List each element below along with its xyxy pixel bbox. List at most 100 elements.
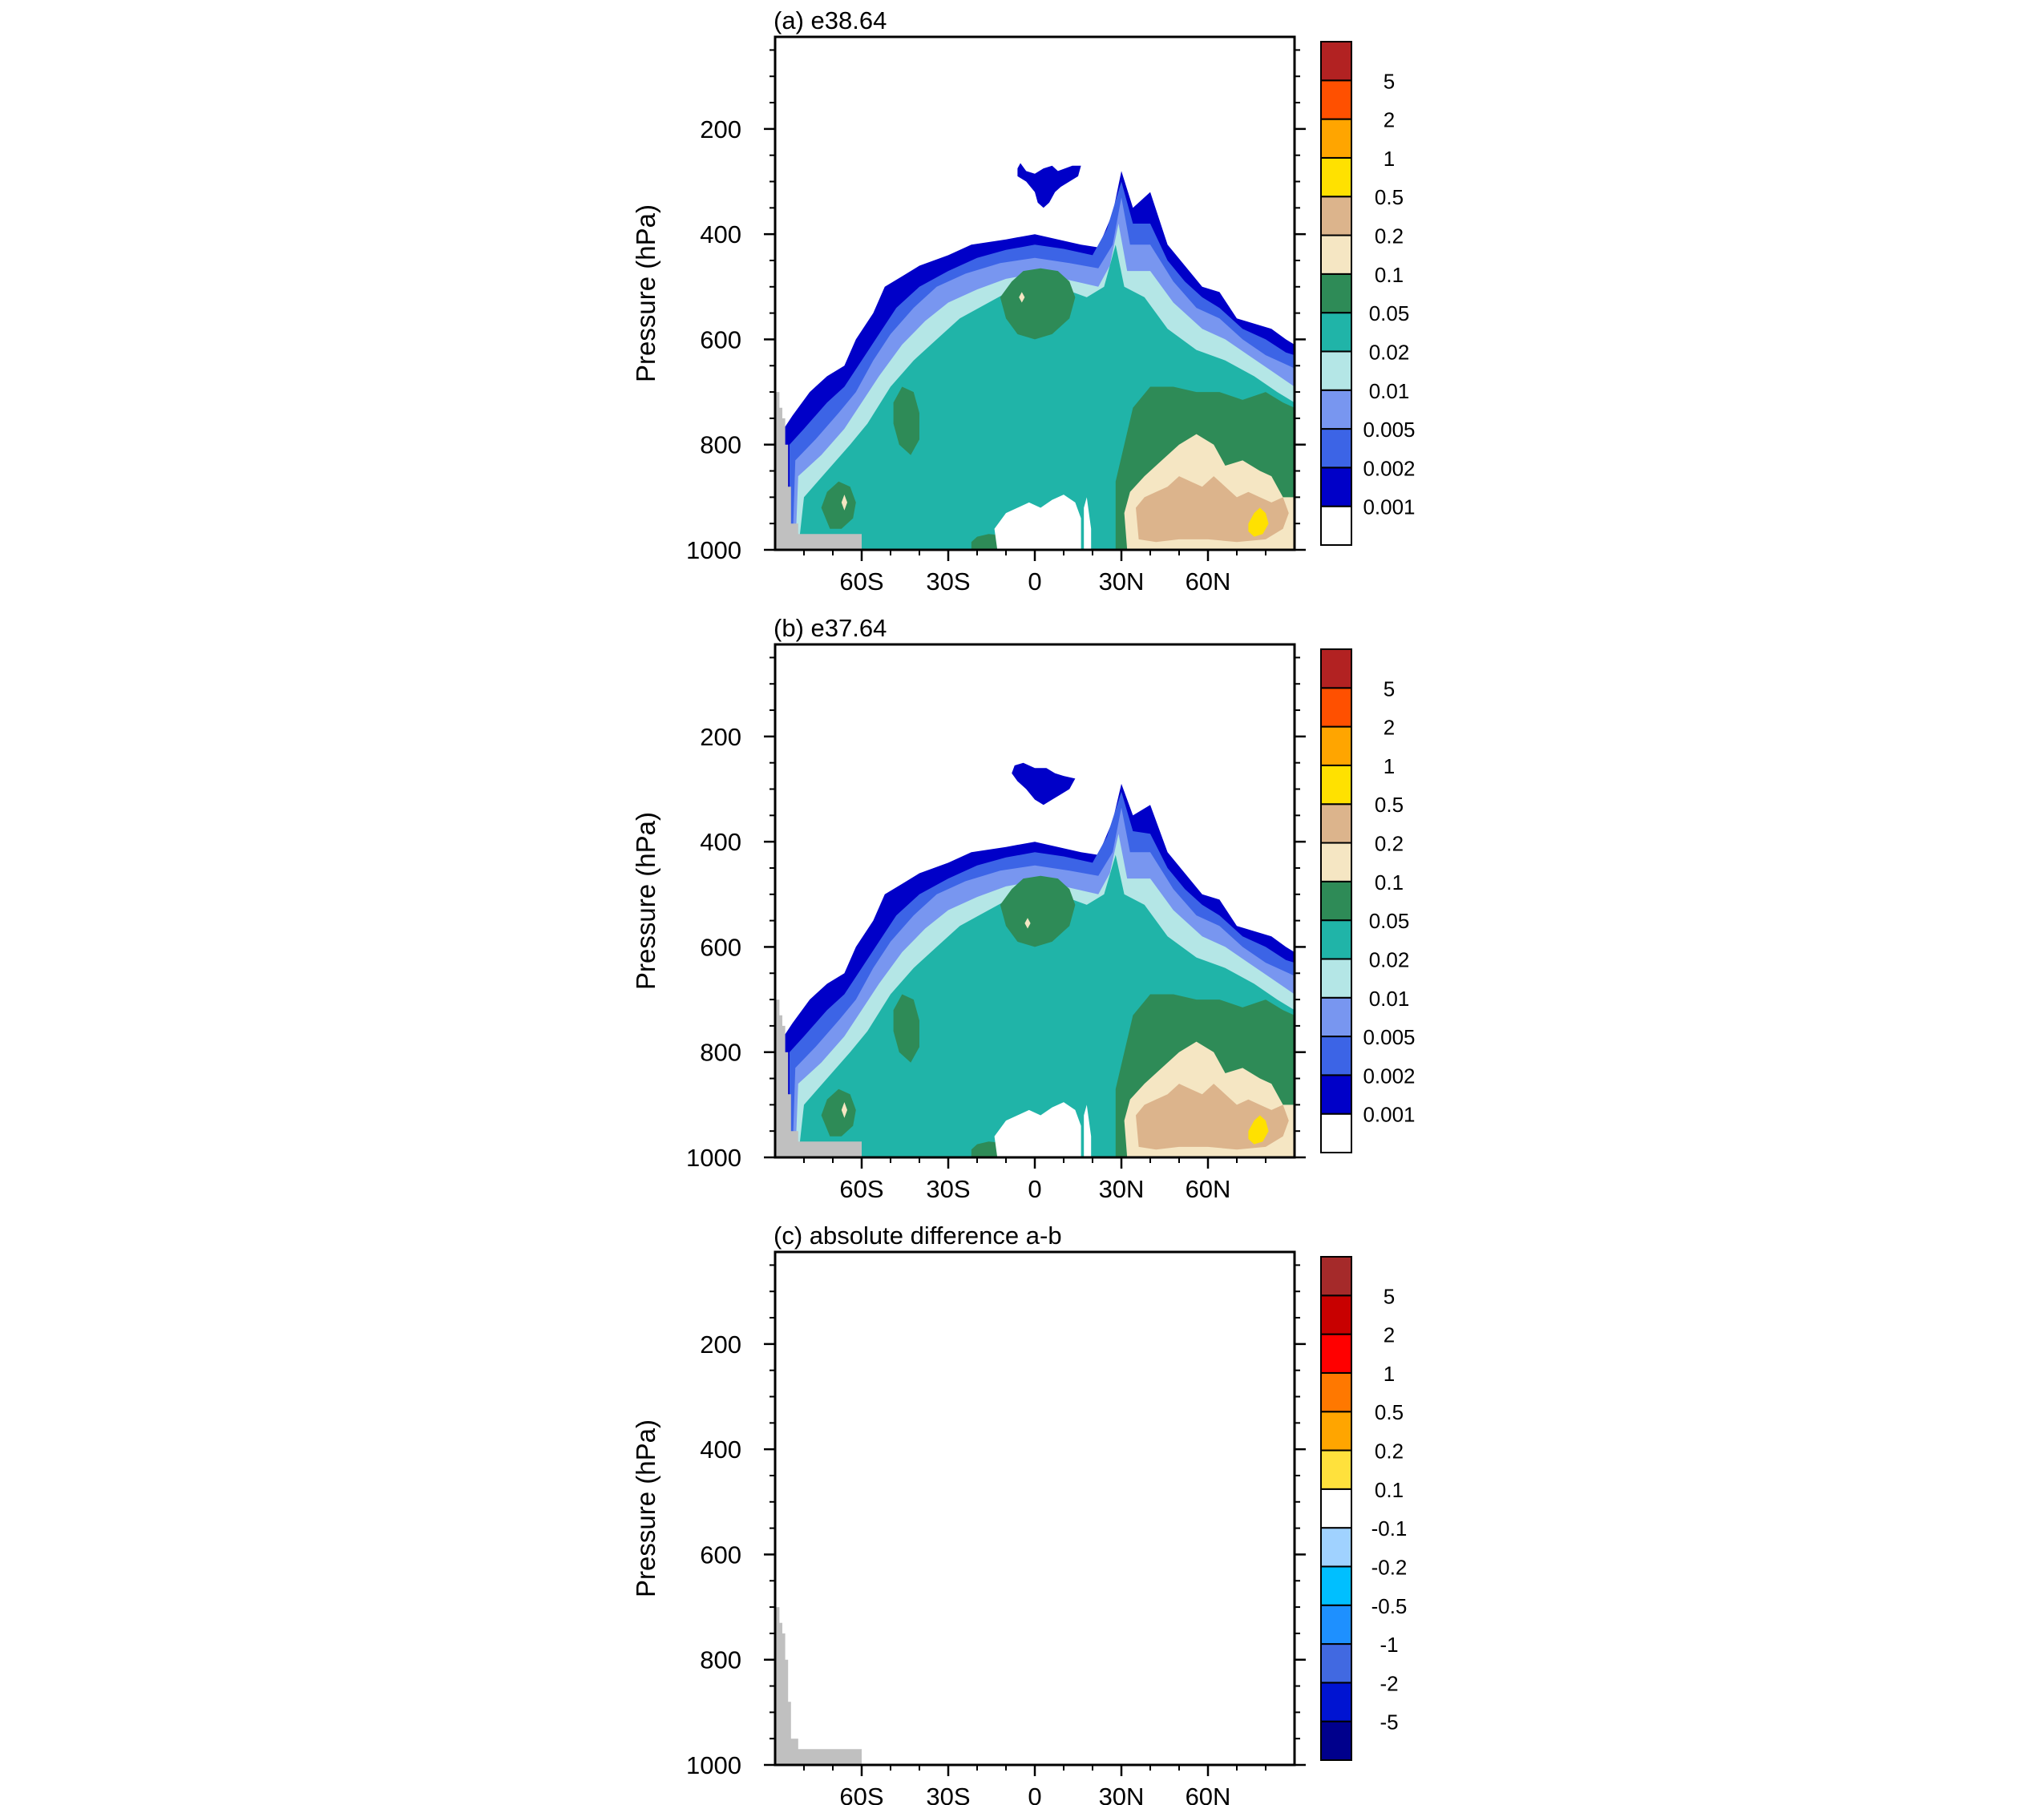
colorbar-box xyxy=(1320,350,1352,391)
plot-background xyxy=(775,1252,1295,1765)
colorbar-box xyxy=(1320,958,1352,999)
y-tick-label: 800 xyxy=(700,1039,741,1067)
colorbar-box xyxy=(1320,466,1352,507)
colorbar-label: 0.005 xyxy=(1363,1025,1415,1049)
colorbar-box xyxy=(1320,41,1352,82)
contour-region-0.05 xyxy=(1000,875,1076,947)
y-axis-label: Pressure (hPa) xyxy=(631,1419,660,1597)
x-tick-label: 30S xyxy=(926,1783,970,1805)
colorbar-label: 2 xyxy=(1384,108,1395,132)
colorbar-label: -2 xyxy=(1379,1671,1398,1695)
panel-c: (c) absolute difference a-b 200 400 600 800 1… xyxy=(631,1222,1407,1805)
colorbar-label: 2 xyxy=(1384,716,1395,740)
colorbar-label: 0.001 xyxy=(1363,495,1415,519)
topography xyxy=(775,392,862,550)
panel-a: (a) e38.64 200 400 600 800 1000 60S 30S 0 30N 60N P… xyxy=(631,6,1416,596)
x-tick-label: 60N xyxy=(1186,567,1231,596)
colorbar-box xyxy=(1320,156,1352,198)
contour-region-0.05 xyxy=(893,386,919,455)
colorbar-label: 0.1 xyxy=(1375,870,1404,894)
contour-region-0.1 xyxy=(1024,918,1031,929)
colorbar-label: 0.5 xyxy=(1375,1400,1404,1424)
x-tick-label: 60S xyxy=(839,1175,883,1203)
colorbar-box xyxy=(1320,1333,1352,1374)
colorbar-box xyxy=(1320,880,1352,922)
contour-region-0.05 xyxy=(1000,268,1076,340)
colorbar-box xyxy=(1320,1604,1352,1645)
colorbar-label: 0.01 xyxy=(1369,987,1410,1011)
y-tick-label: 800 xyxy=(700,1646,741,1674)
colorbar-box xyxy=(1320,648,1352,689)
x-tick-label: 30S xyxy=(926,1175,970,1203)
colorbar-label: 0.002 xyxy=(1363,1064,1415,1088)
colorbar-box xyxy=(1320,1256,1352,1297)
y-tick-label: 600 xyxy=(700,325,741,353)
x-tick-label: 60N xyxy=(1186,1175,1231,1203)
colorbar-box xyxy=(1320,803,1352,844)
colorbar-label: 0.01 xyxy=(1369,379,1410,403)
y-tick-label: 600 xyxy=(700,933,741,961)
colorbar-box xyxy=(1320,1112,1352,1153)
colorbar-label: 0.001 xyxy=(1363,1103,1415,1127)
colorbar-label: -0.1 xyxy=(1371,1516,1408,1541)
x-tick-label: 0 xyxy=(1028,1783,1041,1805)
panel-title: (b) e37.64 xyxy=(774,614,887,642)
colorbar-box xyxy=(1320,118,1352,159)
x-tick-label: 30N xyxy=(1099,1175,1145,1203)
y-tick-label: 1000 xyxy=(686,536,741,564)
colorbar-label: 5 xyxy=(1384,1284,1395,1308)
colorbar-label: 5 xyxy=(1384,676,1395,701)
topography xyxy=(775,999,862,1157)
colorbar-box xyxy=(1320,234,1352,275)
x-tick-label: 30N xyxy=(1099,567,1145,596)
colorbar-box xyxy=(1320,79,1352,120)
contour-region-0.1 xyxy=(841,1102,847,1118)
colorbar: 0.001 0.002 0.005 0.01 0.02 0.05 0.1 0.2 0.5 1 2 5 xyxy=(1320,41,1416,547)
colorbar-box xyxy=(1320,1682,1352,1722)
colorbar: -5 -2 -1 -0.5 -0.2 -0.1 0.1 0.2 0.5 1 2 5 xyxy=(1320,1256,1408,1762)
contour-region-0.001 xyxy=(1017,163,1081,208)
panel-title: (a) e38.64 xyxy=(774,6,887,34)
colorbar-box xyxy=(1320,1527,1352,1568)
colorbar-box xyxy=(1320,687,1352,728)
colorbar-label: 0.005 xyxy=(1363,418,1415,442)
colorbar-box xyxy=(1320,1074,1352,1115)
y-tick-label: 400 xyxy=(700,1436,741,1464)
colorbar-box xyxy=(1320,1371,1352,1413)
x-tick-label: 30N xyxy=(1099,1783,1145,1805)
y-axis-label: Pressure (hPa) xyxy=(631,204,660,382)
colorbar-box xyxy=(1320,842,1352,882)
colorbar-box xyxy=(1320,273,1352,314)
colorbar-label: 0.2 xyxy=(1375,224,1404,248)
colorbar-label: 0.02 xyxy=(1369,947,1410,971)
colorbar-label: 1 xyxy=(1384,754,1395,778)
contour-region-0.001 xyxy=(994,495,1081,550)
x-tick-label: 0 xyxy=(1028,567,1041,596)
panel-b: (b) e37.64 200 400 600 800 1000 60S 30S 0 30N 60N P… xyxy=(631,614,1416,1203)
colorbar-box xyxy=(1320,1643,1352,1684)
colorbar-box xyxy=(1320,1488,1352,1529)
colorbar-label: 0.5 xyxy=(1375,793,1404,817)
y-tick-label: 200 xyxy=(700,1331,741,1359)
colorbar-label: 1 xyxy=(1384,1362,1395,1386)
x-tick-label: 30S xyxy=(926,567,970,596)
panel-title: (c) absolute difference a-b xyxy=(774,1222,1062,1250)
colorbar-label: 0.05 xyxy=(1369,301,1410,325)
colorbar-label: 5 xyxy=(1384,69,1395,93)
y-tick-label: 1000 xyxy=(686,1751,741,1779)
colorbar-label: 0.1 xyxy=(1375,263,1404,287)
colorbar-box xyxy=(1320,505,1352,547)
contour-region-0.001 xyxy=(1084,497,1092,550)
contour-region-0.05 xyxy=(893,994,919,1063)
contour-region-0.1 xyxy=(1019,292,1025,303)
colorbar-box xyxy=(1320,919,1352,960)
contour-region-0.1 xyxy=(841,495,847,511)
colorbar-box xyxy=(1320,1565,1352,1606)
colorbar-box xyxy=(1320,764,1352,806)
colorbar-box xyxy=(1320,1294,1352,1335)
contour-region-0.05 xyxy=(821,481,856,529)
contour-region-0.5 xyxy=(1248,1115,1269,1145)
y-tick-label: 200 xyxy=(700,723,741,751)
colorbar-label: 0.2 xyxy=(1375,832,1404,856)
colorbar-label: 0.2 xyxy=(1375,1440,1404,1464)
